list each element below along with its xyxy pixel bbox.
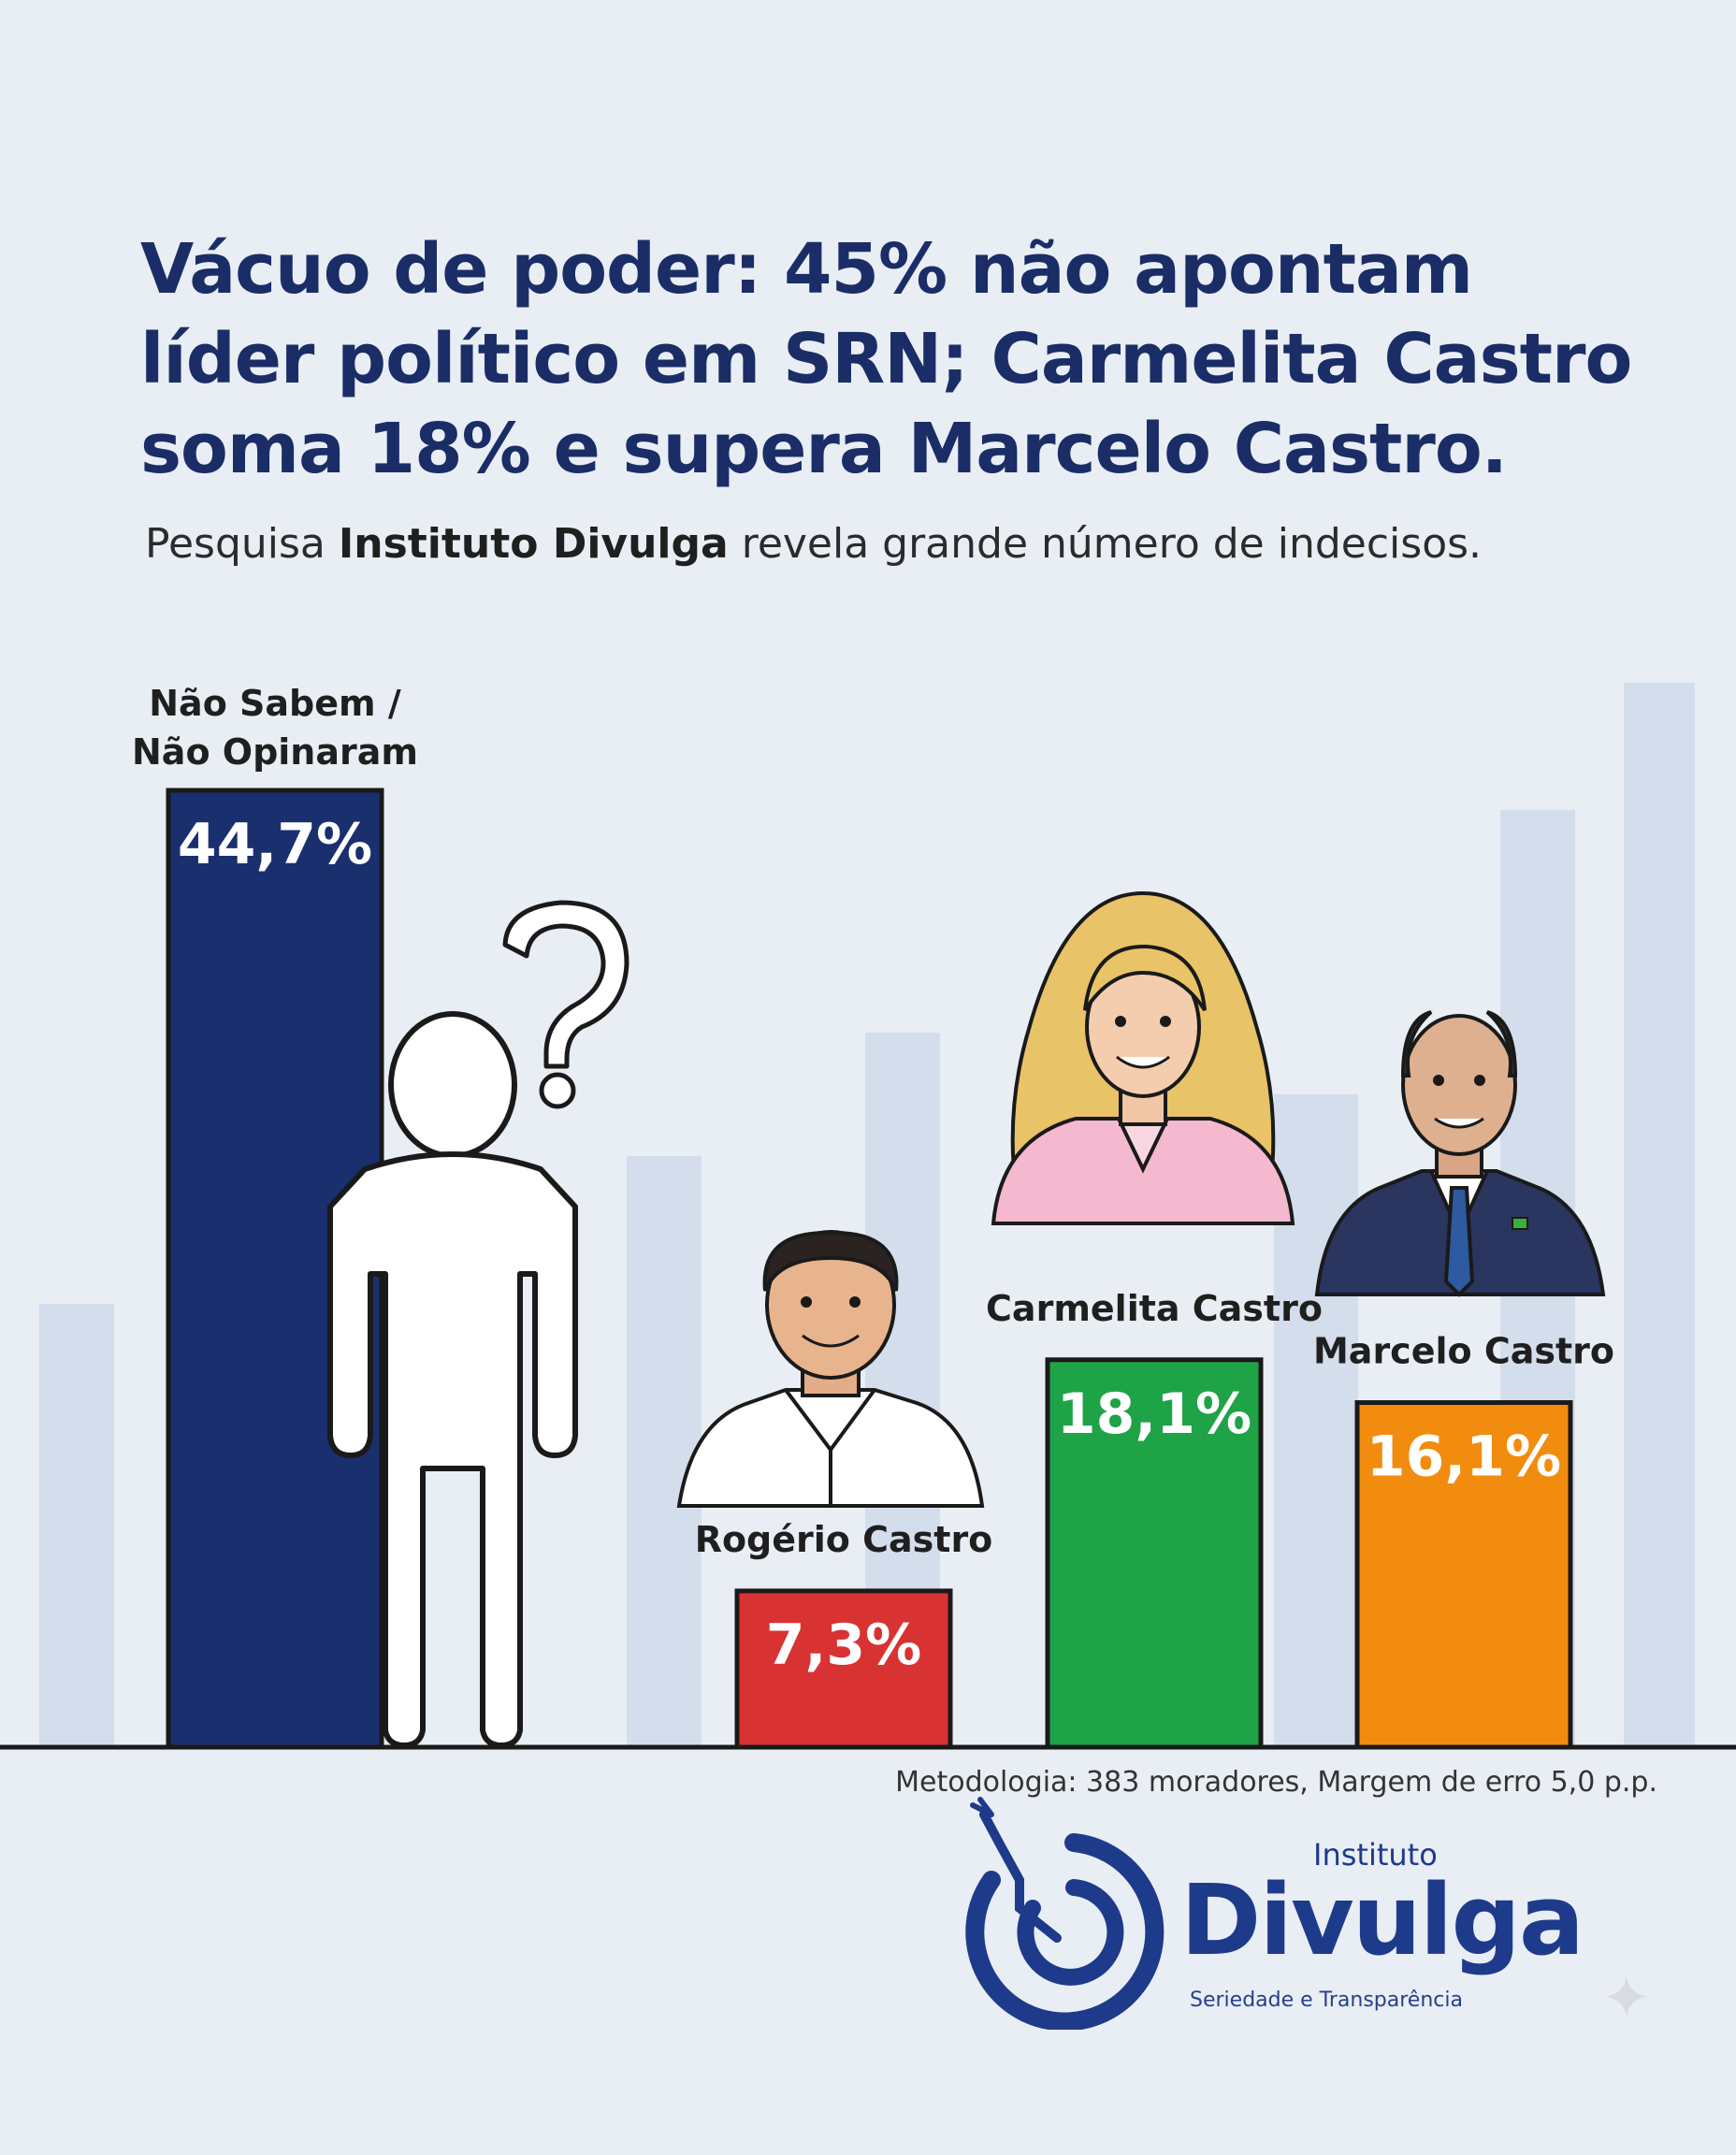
headline-line-2: líder político em SRN; Carmelita Castro bbox=[140, 319, 1632, 399]
bar-value-label-2: 7,3% bbox=[766, 1613, 921, 1678]
methodology-note: Metodologia: 383 moradores, Margem de er… bbox=[895, 1766, 1657, 1799]
logo-line2: Divulga bbox=[1180, 1863, 1584, 1977]
category-label-3-line-1: Carmelita Castro bbox=[986, 1288, 1323, 1329]
bar-2 bbox=[734, 1588, 953, 1750]
bar-chart: 44,7% Não Sabem / Não Opinaram 7,3% Rogério … bbox=[0, 683, 1736, 1750]
headline-line-1: Vácuo de poder: 45% não apontam bbox=[140, 229, 1473, 310]
sparkle-icon: ✦ bbox=[1601, 1964, 1652, 2033]
candidate-portrait-carmelita bbox=[991, 890, 1295, 1225]
category-label-2-line-1: Rogério Castro bbox=[695, 1519, 993, 1560]
bar-value-label-3: 18,1% bbox=[1057, 1381, 1251, 1447]
subtitle-post: revela grande número de indecisos. bbox=[728, 520, 1483, 568]
headline-line-3: soma 18% e supera Marcelo Castro. bbox=[140, 409, 1508, 489]
background-bar-0 bbox=[39, 1304, 114, 1747]
subtitle: Pesquisa Instituto Divulga revela grande… bbox=[145, 520, 1482, 568]
bar-value-label-1: 44,7% bbox=[178, 812, 372, 877]
subtitle-institute: Instituto Divulga bbox=[338, 520, 729, 568]
candidate-portrait-marcelo bbox=[1314, 1010, 1606, 1297]
category-label-1-line-1: Não Sabem / bbox=[149, 683, 401, 724]
logo-line1: Instituto bbox=[1313, 1837, 1438, 1873]
logo-tagline: Seriedade e Transparência bbox=[1190, 1989, 1463, 2012]
bar-3 bbox=[1045, 1357, 1264, 1750]
question-person-icon bbox=[327, 900, 629, 1748]
target-dart-logo-icon bbox=[965, 1797, 1165, 2030]
bar-4 bbox=[1354, 1400, 1573, 1750]
category-label-1-line-2: Não Opinaram bbox=[132, 731, 418, 773]
labels-layer: 44,7% Não Sabem / Não Opinaram 7,3% Rogério … bbox=[132, 683, 1614, 1678]
headline: Vácuo de poder: 45% não apontam líder po… bbox=[140, 224, 1637, 494]
background-bar-5 bbox=[1624, 683, 1695, 1747]
background-bar-1 bbox=[627, 1156, 702, 1747]
category-label-4-line-1: Marcelo Castro bbox=[1313, 1331, 1614, 1372]
candidate-portrait-rogerio bbox=[676, 1230, 985, 1508]
bar-value-label-4: 16,1% bbox=[1367, 1425, 1561, 1490]
subtitle-pre: Pesquisa bbox=[145, 520, 339, 568]
